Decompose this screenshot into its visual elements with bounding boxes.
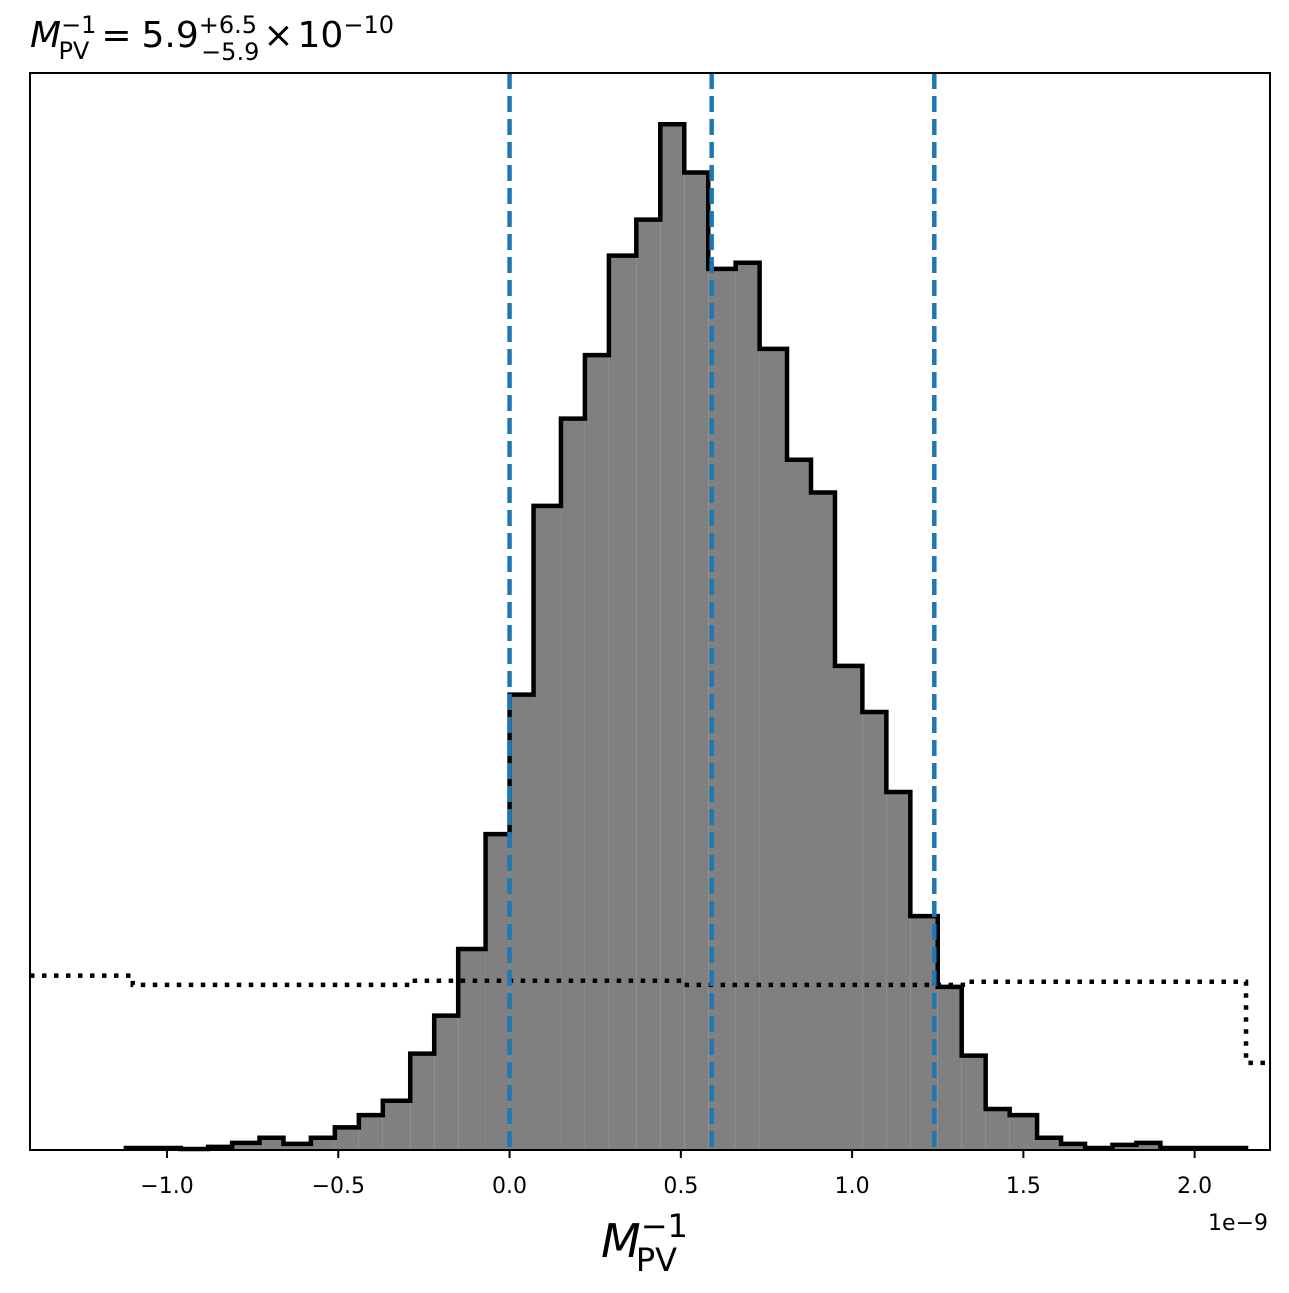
xlabel-symbol: M	[601, 1214, 641, 1268]
x-tick-label: 2.0	[1177, 1174, 1212, 1199]
plot-area	[123, 122, 1249, 1152]
histogram-bar	[310, 1137, 335, 1150]
x-tick-label: −1.0	[140, 1174, 193, 1199]
histogram-bar	[434, 1015, 459, 1150]
title-err-plus: +6.5	[199, 11, 257, 39]
x-tick-label: 0.0	[492, 1174, 527, 1199]
title-exponent: −10	[343, 11, 394, 39]
histogram-bar	[382, 1100, 411, 1150]
x-axis-label: M−1 PV	[601, 1207, 688, 1279]
title-symbol: M	[30, 15, 61, 56]
histogram-bar	[735, 262, 760, 1150]
title-base: 10	[298, 15, 344, 56]
histogram-bar	[584, 355, 609, 1151]
histogram-bar	[1009, 1115, 1038, 1150]
histogram-bar	[509, 694, 534, 1150]
title-sub: PV	[58, 37, 89, 65]
histogram-bar	[259, 1137, 284, 1150]
histogram-bar	[834, 665, 863, 1150]
prior-layer	[30, 973, 1270, 1066]
histogram-bar	[862, 712, 887, 1150]
histogram-bar	[886, 792, 911, 1150]
histogram-bar	[1136, 1142, 1161, 1150]
histogram-bar	[334, 1127, 359, 1150]
x-ticks: −1.0 −0.5 0.0 0.5 1.0 1.5 2.0	[140, 1150, 1212, 1199]
title-times: ×	[263, 15, 293, 56]
histogram-bar	[810, 492, 835, 1150]
prior-line	[30, 973, 1270, 1066]
histogram-bar	[358, 1115, 383, 1150]
histogram-bar	[283, 1143, 311, 1150]
title-value: 5.9	[142, 15, 199, 56]
title-sup: −1	[61, 11, 96, 39]
histogram-bar	[684, 172, 709, 1151]
histogram-bar	[985, 1108, 1010, 1150]
xlabel-sup: −1	[641, 1207, 688, 1245]
title-equals: =	[101, 15, 131, 56]
histogram-bar	[1037, 1137, 1062, 1150]
x-tick-label: 1.0	[835, 1174, 870, 1199]
histogram-bar	[1061, 1143, 1086, 1150]
histogram-outline	[123, 122, 1249, 1152]
histogram-bar	[1112, 1144, 1137, 1150]
histogram-bar	[660, 124, 685, 1150]
xlabel-sub: PV	[636, 1241, 677, 1279]
x-tick-label: −0.5	[312, 1174, 365, 1199]
histogram-bar	[759, 348, 788, 1151]
title-err-minus: −5.9	[201, 38, 259, 66]
histogram-bar	[961, 1055, 986, 1150]
histogram-bar	[787, 459, 811, 1150]
quantile-layer	[507, 73, 937, 1150]
chart-title: M−1 PV = 5.9+6.5 −5.9 × 10−10	[30, 11, 394, 66]
axes-frame	[29, 72, 1271, 1151]
histogram-bar	[533, 505, 561, 1150]
histogram-bar	[485, 834, 510, 1150]
histogram-bar	[410, 1053, 435, 1150]
histogram-bar	[636, 219, 661, 1151]
histogram-bar	[608, 255, 637, 1150]
histogram-bar	[560, 418, 585, 1150]
x-tick-label: 0.5	[663, 1174, 698, 1199]
histogram-bar	[232, 1142, 260, 1150]
x-offset-text: 1e−9	[1208, 1211, 1268, 1236]
histogram-bar	[937, 986, 962, 1150]
x-tick-label: 1.5	[1006, 1174, 1041, 1199]
